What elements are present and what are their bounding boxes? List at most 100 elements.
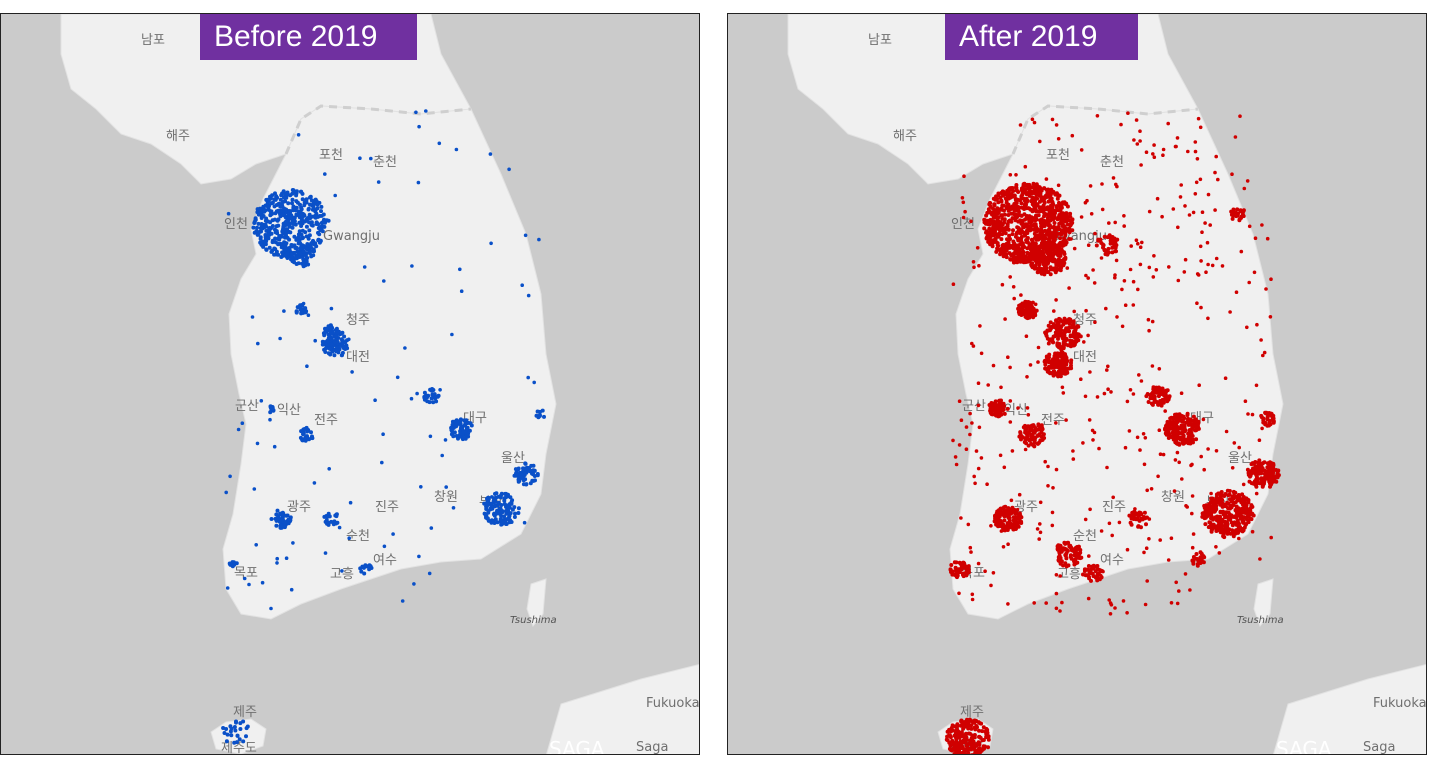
charger-dot	[979, 351, 984, 356]
charger-dot	[1097, 446, 1101, 451]
charger-dot	[1035, 250, 1040, 255]
charger-dot	[1178, 195, 1183, 199]
charger-dot	[429, 396, 434, 401]
charger-dot	[1042, 256, 1047, 261]
charger-dot	[1006, 227, 1011, 232]
charger-dot	[1246, 509, 1251, 514]
charger-dot	[526, 293, 531, 298]
charger-dot	[1037, 236, 1042, 241]
charger-dot	[1258, 557, 1262, 561]
charger-dot	[1265, 465, 1270, 470]
charger-dot	[1014, 204, 1018, 208]
charger-dot	[990, 241, 995, 246]
map-label-tsushima: Tsushima	[1237, 615, 1284, 626]
charger-dot	[1058, 261, 1062, 266]
charger-dot	[1004, 248, 1009, 253]
charger-dot	[268, 417, 272, 422]
charger-dot	[1187, 432, 1192, 437]
map-label-haeju: 해주	[166, 129, 190, 144]
charger-dot	[1028, 228, 1033, 233]
charger-dot	[258, 235, 263, 240]
charger-dot	[1088, 184, 1093, 188]
charger-dot	[1038, 522, 1042, 526]
charger-dot	[1199, 259, 1203, 263]
charger-dot	[494, 503, 498, 508]
charger-dot	[294, 205, 299, 210]
charger-dot	[1067, 329, 1072, 334]
charger-dot	[1173, 427, 1177, 431]
charger-dot	[1276, 468, 1281, 473]
charger-dot	[1046, 237, 1051, 242]
charger-dot	[1187, 213, 1192, 217]
charger-dot	[1041, 262, 1046, 267]
charger-dot	[1058, 236, 1063, 241]
charger-dot	[1056, 247, 1061, 252]
charger-dot	[1018, 434, 1023, 439]
charger-dot	[977, 728, 981, 733]
charger-dot	[350, 370, 354, 374]
charger-dot	[1214, 545, 1218, 549]
charger-dot	[303, 306, 308, 311]
charger-dot	[1012, 241, 1017, 246]
charger-dot	[1004, 255, 1009, 260]
charger-dot	[301, 249, 306, 254]
charger-dot	[224, 490, 228, 495]
charger-dot	[1106, 246, 1111, 251]
charger-dot	[1093, 320, 1097, 325]
charger-dot	[279, 525, 284, 530]
charger-dot	[1006, 542, 1010, 546]
charger-dot	[1241, 510, 1246, 515]
charger-dot	[1008, 507, 1013, 512]
charger-dot	[1105, 368, 1109, 372]
charger-dot	[967, 754, 971, 755]
charger-dot	[1053, 325, 1058, 330]
charger-dot	[1237, 536, 1241, 541]
charger-dot	[965, 753, 968, 754]
charger-dot	[531, 472, 536, 477]
charger-dot	[1036, 345, 1041, 350]
charger-dot	[1209, 496, 1214, 501]
charger-dot	[348, 500, 353, 505]
charger-dot	[972, 718, 977, 723]
charger-dot	[1129, 244, 1133, 248]
charger-dot	[1016, 238, 1021, 243]
charger-dot	[422, 390, 427, 395]
charger-dot	[307, 251, 312, 256]
map-label-suncheon: 순천	[1073, 529, 1097, 544]
charger-dot	[274, 512, 279, 517]
charger-dot	[1201, 554, 1206, 559]
charger-dot	[1089, 578, 1093, 583]
charger-dot	[1190, 422, 1195, 427]
charger-dot	[1067, 286, 1071, 290]
charger-dot	[1177, 412, 1182, 417]
charger-dot	[269, 209, 274, 214]
charger-dot	[1004, 252, 1009, 257]
charger-dot	[1017, 303, 1021, 308]
charger-dot	[1254, 383, 1259, 388]
charger-dot	[1043, 459, 1047, 464]
charger-dot	[292, 251, 297, 256]
charger-dot	[1176, 278, 1181, 283]
charger-dot	[1056, 214, 1061, 219]
charger-dot	[286, 222, 291, 227]
charger-dot	[1113, 273, 1117, 277]
charger-dot	[1000, 282, 1005, 287]
charger-dot	[1056, 558, 1061, 563]
charger-dot	[1054, 467, 1059, 472]
charger-dot	[1185, 413, 1190, 418]
charger-dot	[1053, 351, 1058, 356]
charger-dot	[1147, 328, 1151, 333]
charger-dot	[1076, 551, 1081, 556]
charger-dot	[489, 241, 493, 246]
charger-dot	[1167, 395, 1172, 400]
charger-dot	[1079, 377, 1083, 382]
charger-dot	[255, 232, 260, 237]
charger-dot	[1058, 561, 1063, 566]
charger-dot	[1079, 555, 1084, 560]
charger-dot	[422, 394, 427, 399]
charger-dot	[498, 506, 503, 511]
charger-dot	[1201, 417, 1206, 422]
charger-dot	[495, 520, 500, 525]
charger-dot	[1022, 440, 1027, 445]
charger-dot	[1191, 414, 1196, 419]
